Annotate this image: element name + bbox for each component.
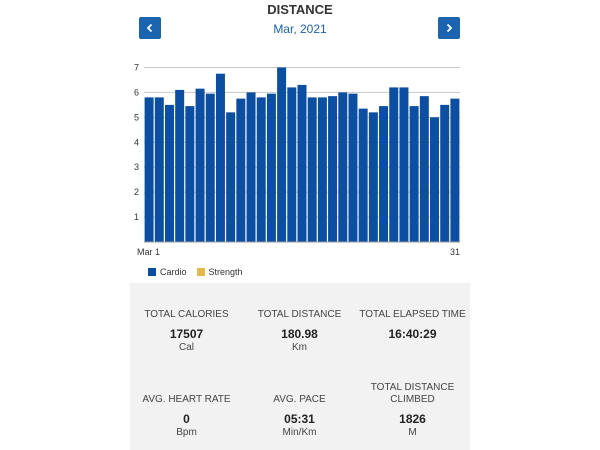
stat-unit: Bpm [176,427,197,438]
bar[interactable] [185,106,195,242]
y-tick-label: 7 [134,62,139,72]
y-tick-label: 4 [134,137,139,147]
bar[interactable] [368,112,378,242]
stat-value: 1826 [399,412,426,426]
x-tick-label-end: 31 [450,247,460,257]
header: DISTANCE Mar, 2021 [0,0,600,42]
bar[interactable] [450,98,460,242]
bar[interactable] [246,92,256,243]
stat-label: AVG. HEART RATE [142,394,231,405]
legend-item-cardio[interactable]: Cardio [148,267,187,277]
bar[interactable] [144,97,154,242]
distance-bar-chart: 1 2 3 4 5 6 7 Mar 1 31 [134,62,460,257]
stat-value: 180.98 [281,327,318,341]
bar[interactable] [256,97,266,242]
bar[interactable] [154,97,164,242]
bar[interactable] [348,93,358,243]
next-month-button[interactable] [438,17,460,39]
stat-value: 17507 [169,327,204,341]
y-tick-label: 3 [134,162,139,172]
bar[interactable] [358,108,368,242]
bar[interactable] [175,89,185,242]
legend-label-cardio: Cardio [160,267,187,277]
stat-unit: M [408,427,417,438]
stat-total-distance-climbed: TOTAL DISTANCE CLIMBED 1826 M [356,382,469,438]
bar[interactable] [287,87,297,242]
month-label: Mar, 2021 [273,22,327,36]
stat-label: AVG. PACE [273,394,326,405]
stat-label: TOTAL DISTANCE CLIMBED [370,382,455,405]
bar[interactable] [419,96,429,242]
page-title: DISTANCE [267,2,333,17]
bar[interactable] [307,97,317,242]
y-tick-label: 2 [134,187,139,197]
bar[interactable] [297,84,307,242]
bar[interactable] [317,97,327,242]
previous-month-button[interactable] [139,17,161,39]
chevron-right-icon [446,23,453,33]
chart-legend: Cardio Strength [148,267,243,277]
stat-avg-pace: AVG. PACE 05:31 Min/Km [243,382,356,438]
strength-swatch [196,268,205,276]
bar[interactable] [399,87,409,242]
bar[interactable] [409,106,419,242]
bar[interactable] [430,117,440,242]
bar[interactable] [236,98,246,242]
bar[interactable] [205,93,215,243]
bar[interactable] [226,112,236,242]
stat-label: TOTAL ELAPSED TIME [359,309,466,320]
stat-avg-heart-rate: AVG. HEART RATE 0 Bpm [130,382,243,438]
stat-unit: Min/Km [282,427,317,438]
y-tick-label: 1 [134,212,139,222]
stats-panel: TOTAL CALORIES 17507 Cal TOTAL DISTANCE … [130,283,470,450]
bar[interactable] [215,73,225,242]
y-tick-label: 5 [134,112,139,122]
bar[interactable] [328,96,338,242]
stat-unit: Cal [178,342,194,353]
chevron-left-icon [146,23,153,33]
bar[interactable] [389,87,399,242]
bar[interactable] [195,88,205,242]
stat-value: 0 [183,412,190,426]
stat-total-calories: TOTAL CALORIES 17507 Cal [130,297,243,353]
stat-unit: Km [292,342,307,353]
stat-label: TOTAL DISTANCE [257,309,342,320]
legend-label-strength: Strength [208,267,243,277]
stat-total-distance: TOTAL DISTANCE 180.98 Km [243,297,356,353]
bar[interactable] [277,67,287,242]
bar[interactable] [338,92,348,243]
bar[interactable] [164,104,174,242]
stat-value: 05:31 [284,412,315,426]
bar[interactable] [266,93,276,243]
cardio-swatch [148,268,156,276]
stat-label: TOTAL CALORIES [144,309,229,320]
legend-item-strength[interactable]: Strength [196,267,243,277]
stat-total-elapsed-time: TOTAL ELAPSED TIME 16:40:29 [356,297,469,342]
bar[interactable] [379,106,389,242]
bar[interactable] [440,104,450,242]
x-tick-label-start: Mar 1 [137,247,160,257]
stat-value: 16:40:29 [388,327,437,341]
y-tick-label: 6 [134,87,139,97]
